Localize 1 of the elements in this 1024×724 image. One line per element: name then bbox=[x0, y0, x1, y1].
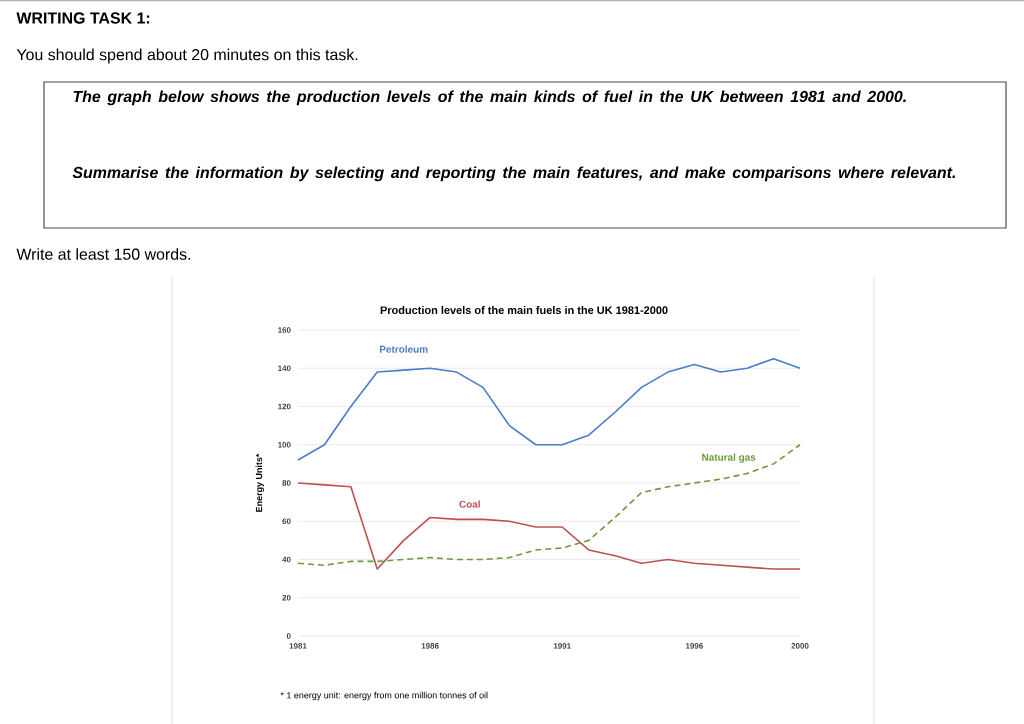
line-series bbox=[297, 357, 801, 461]
